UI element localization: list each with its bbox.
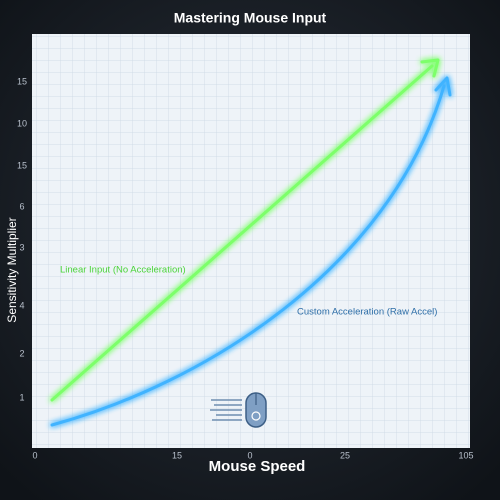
x-tick-label: 0: [247, 450, 252, 460]
y-tick-label: 15: [17, 76, 27, 86]
speed-lines: [210, 399, 242, 421]
x-axis-label: Mouse Speed: [209, 458, 306, 475]
y-tick-label: 3: [19, 242, 24, 252]
x-tick-label: 105: [458, 450, 473, 460]
y-tick-label: 15: [17, 160, 27, 170]
grid: [32, 34, 470, 448]
y-axis-label: Sensitivity Multiplier: [5, 217, 19, 322]
y-tick-label: 1: [19, 392, 24, 402]
linear-line: [50, 64, 434, 402]
x-tick-label: 25: [340, 450, 350, 460]
linear-label: Linear Input (No Acceleration): [60, 265, 186, 276]
acceleration-label: Custom Acceleration (Raw Accel): [297, 307, 437, 318]
acceleration-arrowhead: [434, 76, 452, 97]
acceleration-line: [50, 84, 446, 427]
x-ticks: 0 15 0 25 105: [32, 450, 473, 460]
y-ticks: 15 10 15 6 3 4 2 1: [17, 76, 27, 402]
x-tick-label: 0: [32, 450, 37, 460]
y-tick-label: 6: [19, 201, 24, 211]
acceleration-curve: [50, 76, 452, 427]
linear-arrowhead: [420, 58, 440, 78]
linear-curve: [50, 58, 440, 402]
y-tick-label: 10: [17, 118, 27, 128]
title: Mastering Mouse Input: [174, 10, 327, 26]
x-tick-label: 15: [172, 450, 182, 460]
y-tick-label: 2: [19, 348, 24, 358]
mouse-icon: [210, 392, 267, 428]
y-tick-label: 4: [19, 300, 24, 310]
